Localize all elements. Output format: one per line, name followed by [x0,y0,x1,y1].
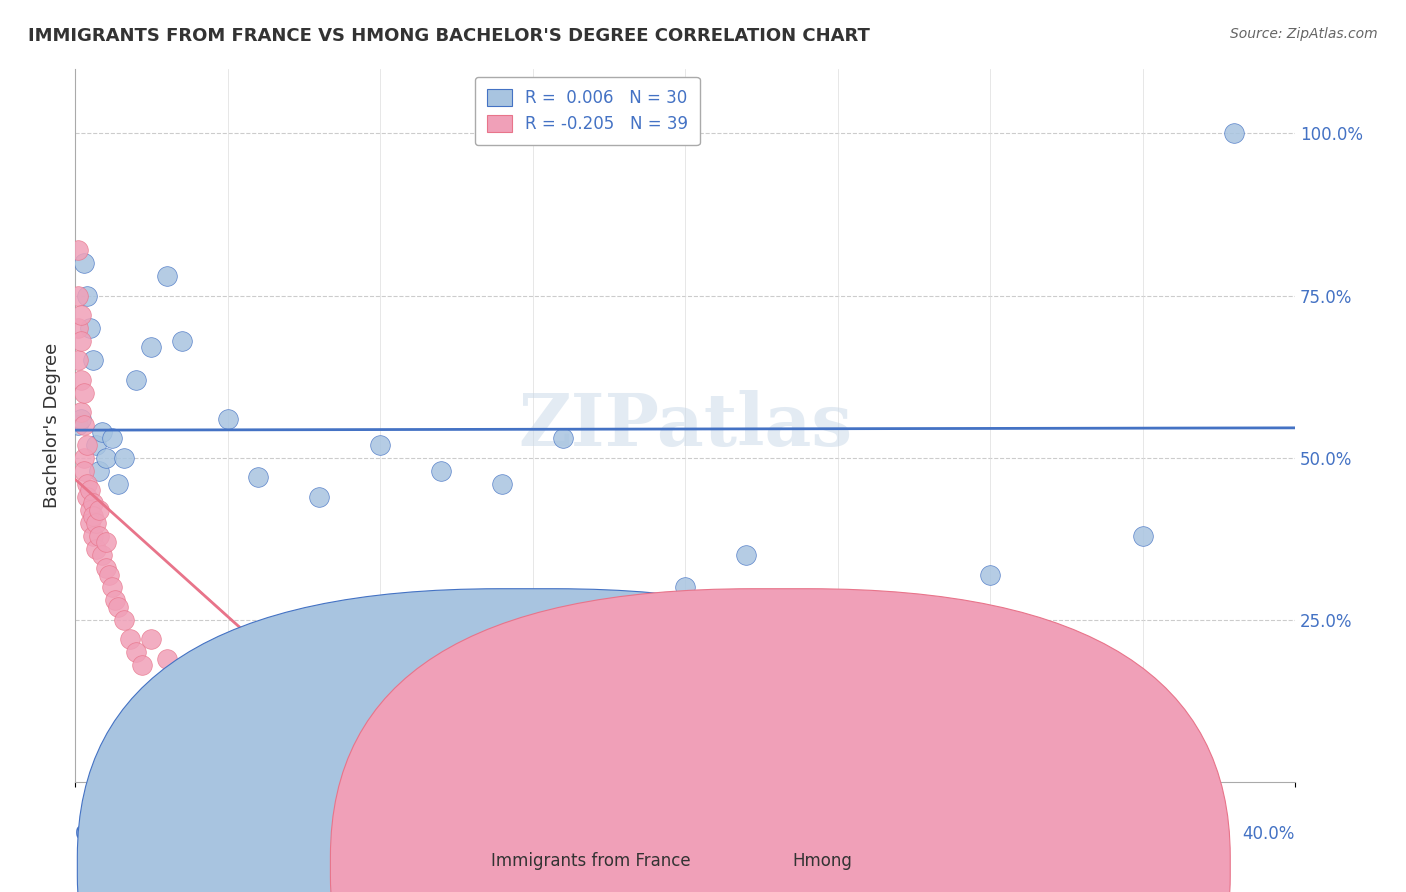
Point [67,321,90,335]
Point [67,288,90,302]
Point [1132,528,1154,542]
Point [82,509,104,524]
Point [73,464,96,478]
Point [107,476,129,491]
Point [70,373,93,387]
Y-axis label: Bachelor's Degree: Bachelor's Degree [44,343,60,508]
Point [86,438,108,452]
Text: 0.0%: 0.0% [75,825,117,843]
Point [308,490,330,504]
Point [170,665,193,679]
Point [979,567,1001,582]
Point [79,321,101,335]
Point [100,431,122,445]
Point [551,431,574,445]
Point [67,418,90,433]
Point [430,464,453,478]
Point [673,581,696,595]
Point [125,645,148,659]
Point [94,561,117,575]
Legend: R =  0.006   N = 30, R = -0.205   N = 39: R = 0.006 N = 30, R = -0.205 N = 39 [475,77,700,145]
Point [141,632,163,647]
Point [217,412,239,426]
Point [79,483,101,498]
Point [91,425,114,439]
Point [73,450,96,465]
Point [76,288,98,302]
Point [125,373,148,387]
Point [100,581,122,595]
Point [91,548,114,562]
Text: ZIPatlas: ZIPatlas [517,390,852,461]
Point [79,502,101,516]
Point [73,385,96,400]
Point [82,496,104,510]
Point [131,658,153,673]
Point [94,450,117,465]
Point [73,256,96,270]
Point [155,269,177,284]
Point [76,438,98,452]
Point [70,412,93,426]
Point [491,476,513,491]
Point [735,548,758,562]
Point [89,502,111,516]
Point [67,243,90,257]
Point [118,632,141,647]
Point [70,308,93,322]
Text: Source: ZipAtlas.com: Source: ZipAtlas.com [1230,27,1378,41]
Point [67,353,90,368]
Point [70,334,93,348]
Point [76,476,98,491]
Point [107,599,129,614]
Point [170,334,193,348]
Point [112,450,135,465]
Point [89,528,111,542]
Point [76,490,98,504]
Point [73,418,96,433]
Point [97,567,120,582]
Text: IMMIGRANTS FROM FRANCE VS HMONG BACHELOR'S DEGREE CORRELATION CHART: IMMIGRANTS FROM FRANCE VS HMONG BACHELOR… [28,27,870,45]
Point [1223,127,1246,141]
Point [79,516,101,530]
Text: 40.0%: 40.0% [1243,825,1295,843]
Text: Immigrants from France: Immigrants from France [491,852,690,870]
Point [247,470,270,484]
Point [141,341,163,355]
Point [94,535,117,549]
Text: Hmong: Hmong [793,852,852,870]
Point [70,405,93,419]
Point [89,464,111,478]
Point [104,593,127,607]
Point [155,652,177,666]
Point [82,528,104,542]
Point [112,613,135,627]
Point [368,438,391,452]
Point [82,353,104,368]
Point [827,645,849,659]
Point [86,541,108,556]
Point [86,516,108,530]
